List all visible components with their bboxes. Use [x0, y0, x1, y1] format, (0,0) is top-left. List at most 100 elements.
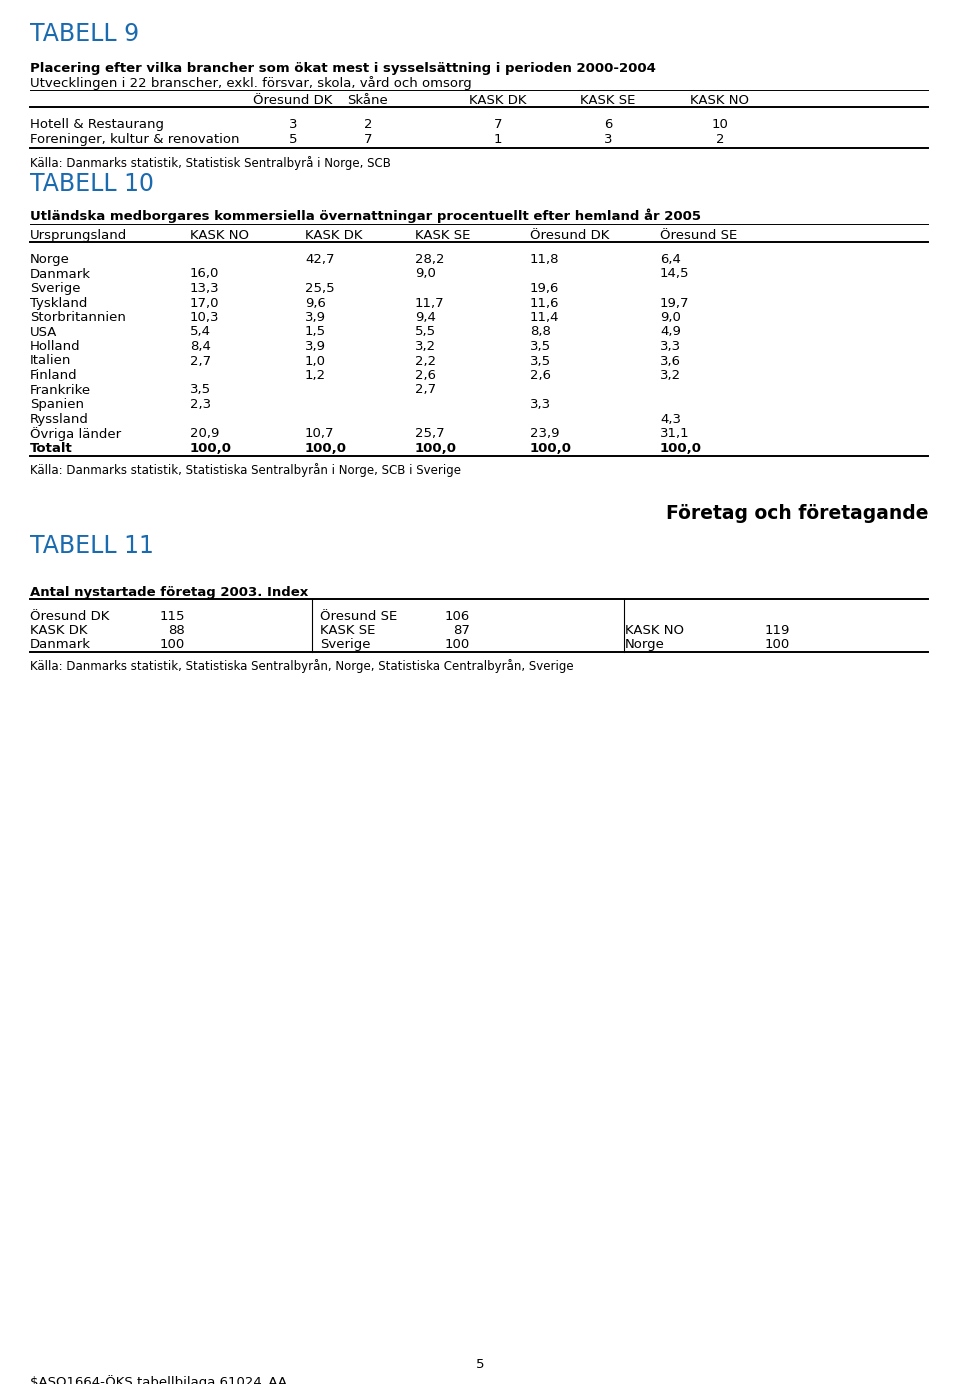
Text: 3,9: 3,9: [305, 340, 326, 353]
Text: 2,7: 2,7: [415, 383, 436, 396]
Text: 9,0: 9,0: [660, 311, 681, 324]
Text: 25,7: 25,7: [415, 428, 444, 440]
Text: 42,7: 42,7: [305, 253, 334, 266]
Text: 1,5: 1,5: [305, 325, 326, 339]
Text: 6,4: 6,4: [660, 253, 681, 266]
Text: KASK NO: KASK NO: [190, 228, 249, 242]
Text: 3,3: 3,3: [660, 340, 682, 353]
Text: Italien: Italien: [30, 354, 71, 368]
Text: 4,9: 4,9: [660, 325, 681, 339]
Text: 23,9: 23,9: [530, 428, 560, 440]
Text: $ASQ1664-ÖKS tabellbilaga 61024_AA: $ASQ1664-ÖKS tabellbilaga 61024_AA: [30, 1374, 287, 1384]
Text: 11,7: 11,7: [415, 296, 444, 310]
Text: Frankrike: Frankrike: [30, 383, 91, 396]
Text: Företag och företagande: Företag och företagande: [665, 504, 928, 523]
Text: 5: 5: [289, 133, 298, 145]
Text: Hotell & Restaurang: Hotell & Restaurang: [30, 118, 164, 131]
Text: 4,3: 4,3: [660, 412, 681, 425]
Text: 5: 5: [476, 1358, 484, 1372]
Text: 17,0: 17,0: [190, 296, 220, 310]
Text: 9,0: 9,0: [415, 267, 436, 281]
Text: Placering efter vilka brancher som ökat mest i sysselsättning i perioden 2000-20: Placering efter vilka brancher som ökat …: [30, 62, 656, 75]
Text: Ryssland: Ryssland: [30, 412, 89, 425]
Text: 5,5: 5,5: [415, 325, 436, 339]
Text: Källa: Danmarks statistik, Statistisk Sentralbyrå i Norge, SCB: Källa: Danmarks statistik, Statistisk Se…: [30, 156, 391, 170]
Text: Utländska medborgares kommersiella övernattningar procentuellt efter hemland år : Utländska medborgares kommersiella övern…: [30, 208, 701, 223]
Text: 3,3: 3,3: [530, 399, 551, 411]
Text: 100,0: 100,0: [415, 441, 457, 454]
Text: 2,7: 2,7: [190, 354, 211, 368]
Text: Sverige: Sverige: [320, 638, 371, 650]
Text: 8,4: 8,4: [190, 340, 211, 353]
Text: 106: 106: [444, 610, 470, 623]
Text: Storbritannien: Storbritannien: [30, 311, 126, 324]
Text: TABELL 9: TABELL 9: [30, 22, 139, 46]
Text: Öresund SE: Öresund SE: [660, 228, 737, 242]
Text: TABELL 10: TABELL 10: [30, 172, 154, 197]
Text: Källa: Danmarks statistik, Statistiska Sentralbyrån, Norge, Statistiska Centralb: Källa: Danmarks statistik, Statistiska S…: [30, 659, 574, 673]
Text: 100: 100: [159, 638, 185, 650]
Text: 100: 100: [765, 638, 790, 650]
Text: Öresund DK: Öresund DK: [530, 228, 610, 242]
Text: 2,2: 2,2: [415, 354, 436, 368]
Text: Öresund DK: Öresund DK: [253, 94, 333, 107]
Text: Danmark: Danmark: [30, 267, 91, 281]
Text: 11,4: 11,4: [530, 311, 560, 324]
Text: 10,3: 10,3: [190, 311, 220, 324]
Text: Sverige: Sverige: [30, 282, 81, 295]
Text: 19,6: 19,6: [530, 282, 560, 295]
Text: 11,8: 11,8: [530, 253, 560, 266]
Text: 2,6: 2,6: [530, 370, 551, 382]
Text: Foreninger, kultur & renovation: Foreninger, kultur & renovation: [30, 133, 239, 145]
Text: Spanien: Spanien: [30, 399, 84, 411]
Text: 119: 119: [764, 624, 790, 637]
Text: 20,9: 20,9: [190, 428, 220, 440]
Text: Öresund SE: Öresund SE: [320, 610, 397, 623]
Text: 100,0: 100,0: [305, 441, 347, 454]
Text: KASK SE: KASK SE: [580, 94, 636, 107]
Text: Tyskland: Tyskland: [30, 296, 87, 310]
Text: 2: 2: [364, 118, 372, 131]
Text: Skåne: Skåne: [348, 94, 389, 107]
Text: Totalt: Totalt: [30, 441, 73, 454]
Text: 3: 3: [289, 118, 298, 131]
Text: 10: 10: [711, 118, 729, 131]
Text: 9,4: 9,4: [415, 311, 436, 324]
Text: 3: 3: [604, 133, 612, 145]
Text: 100,0: 100,0: [660, 441, 702, 454]
Text: Norge: Norge: [30, 253, 70, 266]
Text: 11,6: 11,6: [530, 296, 560, 310]
Text: 3,5: 3,5: [530, 354, 551, 368]
Text: 3,2: 3,2: [660, 370, 682, 382]
Text: TABELL 11: TABELL 11: [30, 534, 154, 558]
Text: Holland: Holland: [30, 340, 81, 353]
Text: KASK SE: KASK SE: [320, 624, 375, 637]
Text: Utvecklingen i 22 branscher, exkl. försvar, skola, vård och omsorg: Utvecklingen i 22 branscher, exkl. försv…: [30, 76, 471, 90]
Text: 100,0: 100,0: [190, 441, 232, 454]
Text: USA: USA: [30, 325, 58, 339]
Text: 3,9: 3,9: [305, 311, 326, 324]
Text: 7: 7: [364, 133, 372, 145]
Text: 2: 2: [716, 133, 724, 145]
Text: 3,6: 3,6: [660, 354, 681, 368]
Text: KASK DK: KASK DK: [469, 94, 527, 107]
Text: 3,2: 3,2: [415, 340, 436, 353]
Text: KASK NO: KASK NO: [625, 624, 684, 637]
Text: 3,5: 3,5: [530, 340, 551, 353]
Text: 10,7: 10,7: [305, 428, 334, 440]
Text: Finland: Finland: [30, 370, 78, 382]
Text: Norge: Norge: [625, 638, 665, 650]
Text: 7: 7: [493, 118, 502, 131]
Text: 16,0: 16,0: [190, 267, 220, 281]
Text: KASK SE: KASK SE: [415, 228, 470, 242]
Text: KASK DK: KASK DK: [30, 624, 87, 637]
Text: 28,2: 28,2: [415, 253, 444, 266]
Text: Källa: Danmarks statistik, Statistiska Sentralbyrån i Norge, SCB i Sverige: Källa: Danmarks statistik, Statistiska S…: [30, 464, 461, 477]
Text: 19,7: 19,7: [660, 296, 689, 310]
Text: 25,5: 25,5: [305, 282, 335, 295]
Text: 9,6: 9,6: [305, 296, 325, 310]
Text: 1: 1: [493, 133, 502, 145]
Text: Öresund DK: Öresund DK: [30, 610, 109, 623]
Text: 14,5: 14,5: [660, 267, 689, 281]
Text: KASK DK: KASK DK: [305, 228, 363, 242]
